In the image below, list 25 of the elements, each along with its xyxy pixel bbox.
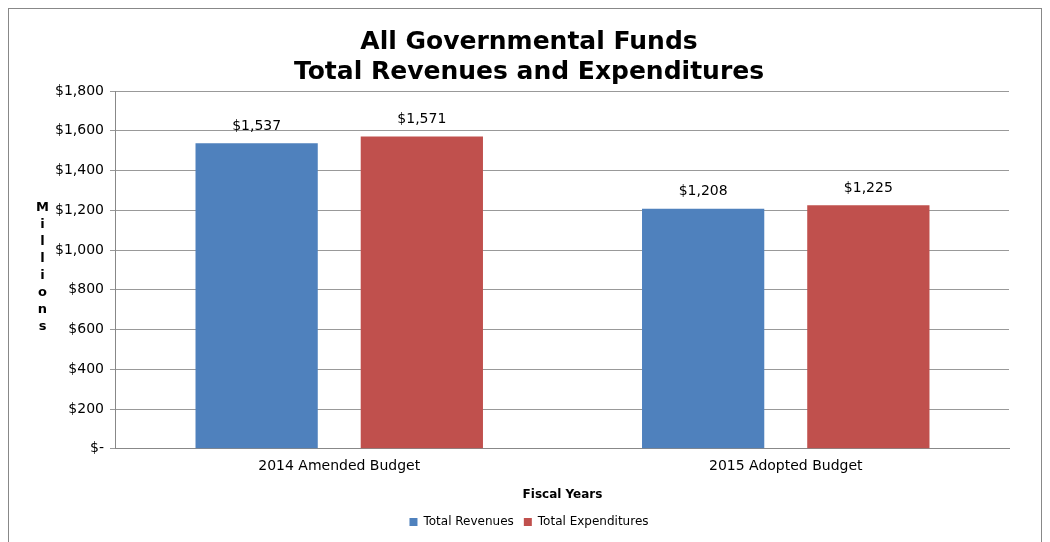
bar (642, 208, 765, 449)
y-tick-label: $1,400 (54, 161, 104, 178)
legend-label: Total Expenditures (536, 514, 649, 529)
y-tick-label: $- (90, 439, 104, 456)
bar (195, 143, 318, 449)
y-tick-label: $1,600 (54, 121, 104, 138)
legend-label: Total Revenues (422, 514, 514, 529)
chart-title: All Governmental Funds Total Revenues and Expenditures (293, 25, 765, 85)
x-tick-label: 2014 Amended Budget (258, 456, 421, 473)
y-tick-label: $1,200 (54, 200, 104, 217)
y-axis-title: Millions (35, 199, 50, 335)
x-tick-label: 2015 Adopted Budget (708, 456, 864, 473)
y-tick-label: $800 (68, 280, 104, 297)
bar (360, 136, 483, 449)
x-axis-title: Fiscal Years (522, 486, 603, 501)
data-label: $1,208 (678, 182, 728, 199)
y-tick-label: $1,000 (54, 240, 104, 257)
data-label: $1,537 (232, 116, 282, 133)
y-tick-label: $1,800 (54, 81, 104, 98)
y-tick-label: $400 (68, 359, 104, 376)
y-tick-label: $200 (68, 399, 104, 416)
data-label: $1,225 (843, 178, 893, 195)
data-label: $1,571 (397, 110, 447, 127)
bar (807, 205, 930, 449)
y-tick-label: $600 (68, 320, 104, 337)
